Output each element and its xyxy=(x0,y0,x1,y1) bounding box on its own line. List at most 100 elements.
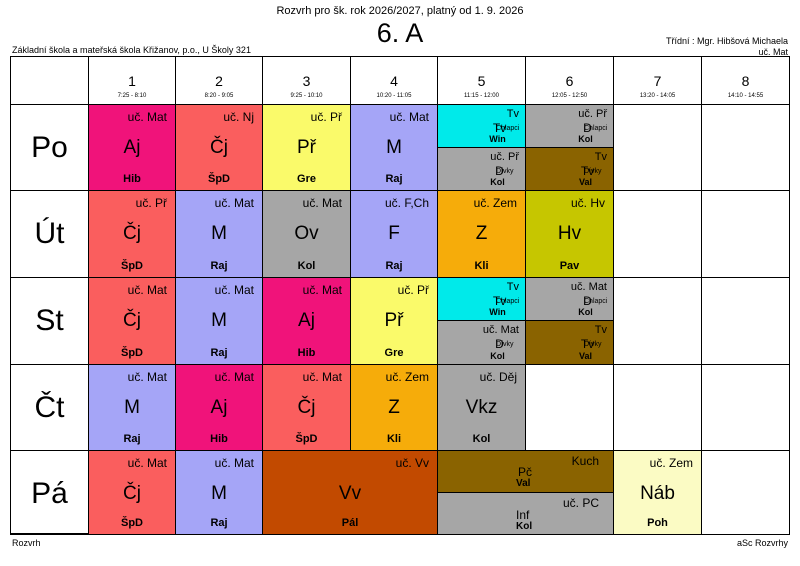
lesson-teacher: Kli xyxy=(386,433,402,445)
day-name: Út xyxy=(34,217,65,250)
lesson-card[interactable]: uč. Mat Aj Hib xyxy=(89,105,176,191)
lesson-card-half[interactable]: Tv Tv Chlapci Win xyxy=(438,105,526,148)
lesson-group: Dívky xyxy=(496,341,514,348)
lesson-subject: Čj xyxy=(123,483,141,504)
lesson-subject: Čj xyxy=(123,223,141,244)
lesson-subject: Ov xyxy=(294,223,319,244)
lesson-subject: D xyxy=(583,121,592,135)
lesson-card-half[interactable]: Tv Tv Chlapci Win xyxy=(438,278,526,321)
lesson-card[interactable]: uč. Nj Čj ŠpD xyxy=(176,105,263,191)
period-number: 2 xyxy=(215,73,223,89)
period-number: 8 xyxy=(741,73,750,89)
lesson-room: uč. Nj xyxy=(223,110,254,124)
lesson-room: uč. Mat xyxy=(214,456,254,470)
lesson-teacher: Raj xyxy=(123,433,141,445)
empty-cell xyxy=(614,191,702,278)
class-teacher-name: Třídní : Mgr. Hibšová Michaela xyxy=(665,36,788,46)
lesson-card[interactable]: uč. Mat Čj ŠpD xyxy=(89,451,176,534)
lesson-room: uč. Mat xyxy=(214,196,254,210)
period-header: 1 7:25 - 8:10 xyxy=(89,57,176,105)
lesson-card[interactable]: uč. F,Ch F Raj xyxy=(351,191,438,278)
empty-cell xyxy=(702,105,789,191)
lesson-subject: Vkz xyxy=(465,397,498,418)
empty-cell xyxy=(702,191,789,278)
lesson-card[interactable]: uč. Př Př Gre xyxy=(351,278,438,365)
lesson-subject: F xyxy=(388,223,400,244)
lesson-teacher: Hib xyxy=(210,433,228,445)
lesson-group: Chlapci xyxy=(496,125,520,132)
lesson-room: Tv xyxy=(506,108,519,120)
lesson-subject: Tv xyxy=(492,121,507,135)
lesson-card-half[interactable]: uč. Př D Chlapci Kol xyxy=(526,105,614,148)
lesson-card-wide[interactable]: uč. PC Inf Kol xyxy=(438,493,614,534)
lesson-card[interactable]: uč. Př Př Gre xyxy=(263,105,351,191)
lesson-teacher: Val xyxy=(516,478,531,489)
lesson-room: uč. Př xyxy=(397,283,429,297)
lesson-card-half[interactable]: uč. Mat D Chlapci Kol xyxy=(526,278,614,321)
lesson-card[interactable]: uč. Zem Z Kli xyxy=(351,365,438,451)
lesson-group: Chlapci xyxy=(584,125,608,132)
lesson-teacher: Poh xyxy=(647,517,668,529)
class-name: 6. A xyxy=(376,18,424,48)
lesson-card[interactable]: uč. Děj Vkz Kol xyxy=(438,365,526,451)
lesson-card[interactable]: uč. Vv Vv Pál xyxy=(263,451,438,534)
lesson-room: uč. Mat xyxy=(214,370,254,384)
period-header: 7 13:20 - 14:05 xyxy=(614,57,702,105)
lesson-card[interactable]: uč. Mat Aj Hib xyxy=(176,365,263,451)
lesson-card[interactable]: uč. Zem Z Kli xyxy=(438,191,526,278)
lesson-subject: M xyxy=(211,483,227,504)
lesson-teacher: Kol xyxy=(578,134,593,144)
lesson-subject: D xyxy=(583,294,592,308)
lesson-room: uč. Mat xyxy=(302,196,342,210)
lesson-group: Dívky xyxy=(496,168,514,175)
school-name: Základní škola a mateřská škola Křižanov… xyxy=(12,45,251,55)
lesson-card[interactable]: uč. Př Čj ŠpD xyxy=(89,191,176,278)
lesson-teacher: ŠpD xyxy=(295,433,318,445)
lesson-room: uč. F,Ch xyxy=(384,196,429,210)
lesson-card[interactable]: uč. Mat M Raj xyxy=(176,191,263,278)
lesson-card[interactable]: uč. Mat Aj Hib xyxy=(263,278,351,365)
lesson-room: uč. Př xyxy=(490,151,519,163)
period-time: 7:25 - 8:10 xyxy=(117,93,147,99)
lesson-teacher: Raj xyxy=(210,517,228,529)
empty-cell xyxy=(614,365,702,451)
day-label-ut: Út xyxy=(11,191,89,278)
lesson-card[interactable]: uč. Mat M Raj xyxy=(176,451,263,534)
lesson-room: uč. Mat xyxy=(482,324,519,336)
period-time: 11:15 - 12:00 xyxy=(464,93,499,99)
lesson-card-half[interactable]: uč. Př D Dívky Kol xyxy=(438,148,526,191)
lesson-card-half[interactable]: Tv Tv Dívky Val xyxy=(526,321,614,365)
corner-cell xyxy=(11,57,89,105)
lesson-card-wide[interactable]: Kuch Pč Val xyxy=(438,451,614,493)
lesson-teacher: Kol xyxy=(516,521,533,532)
lesson-room: uč. Mat xyxy=(214,283,254,297)
lesson-room: Tv xyxy=(594,324,607,336)
lesson-card[interactable]: uč. Zem Náb Poh xyxy=(614,451,702,534)
lesson-card[interactable]: uč. Mat Čj ŠpD xyxy=(89,278,176,365)
lesson-card[interactable]: uč. Hv Hv Pav xyxy=(526,191,614,278)
lesson-subject: Čj xyxy=(210,137,228,158)
lesson-teacher: Raj xyxy=(385,173,403,185)
lesson-card[interactable]: uč. Mat M Raj xyxy=(176,278,263,365)
period-time: 10:20 - 11:05 xyxy=(376,93,412,99)
lesson-card[interactable]: uč. Mat Čj ŠpD xyxy=(263,365,351,451)
day-label-st: St xyxy=(11,278,89,365)
period-time: 13:20 - 14:05 xyxy=(639,93,676,99)
day-label-pa: Pá xyxy=(11,451,89,534)
lesson-card-half[interactable]: Tv Tv Dívky Val xyxy=(526,148,614,191)
lesson-card-half[interactable]: uč. Mat D Dívky Kol xyxy=(438,321,526,365)
day-name: Po xyxy=(31,131,68,164)
period-time: 8:20 - 9:05 xyxy=(204,93,234,99)
lesson-subject: M xyxy=(386,137,402,158)
lesson-room: uč. Mat xyxy=(302,370,342,384)
lesson-room: Tv xyxy=(506,281,519,293)
lesson-group: Dívky xyxy=(584,168,602,175)
lesson-room: uč. Mat xyxy=(302,283,342,297)
period-header: 3 9:25 - 10:10 xyxy=(263,57,351,105)
lesson-card[interactable]: uč. Mat M Raj xyxy=(89,365,176,451)
lesson-teacher: Win xyxy=(489,307,506,317)
lesson-teacher: ŠpD xyxy=(208,173,230,185)
lesson-card[interactable]: uč. Mat Ov Kol xyxy=(263,191,351,278)
lesson-card[interactable]: uč. Mat M Raj xyxy=(351,105,438,191)
lesson-room: uč. PC xyxy=(562,496,599,510)
